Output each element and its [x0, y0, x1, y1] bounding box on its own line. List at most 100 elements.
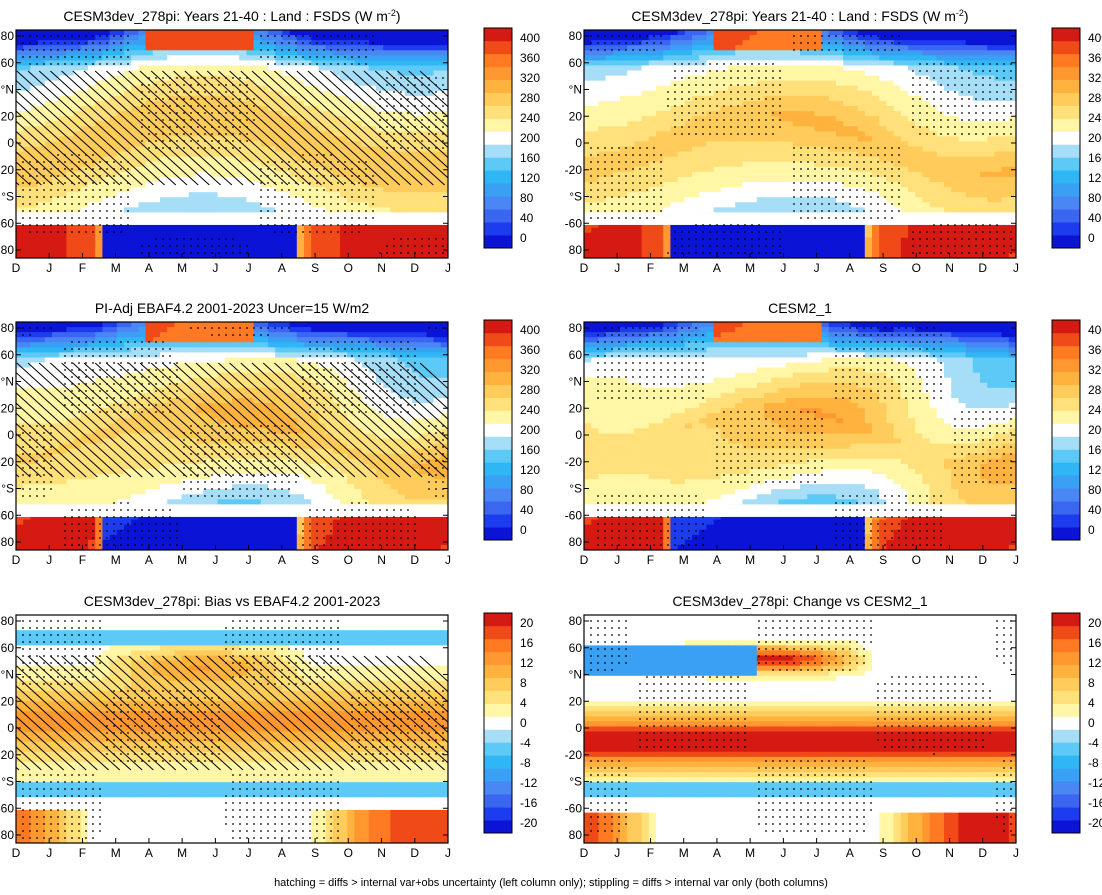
colorbar-swatch — [484, 118, 512, 132]
colorbar-swatch — [484, 196, 512, 210]
hatching — [16, 655, 448, 771]
colorbar-label: 0 — [520, 716, 527, 730]
month-tick-label: D — [580, 846, 589, 860]
colorbar-swatch — [1052, 449, 1080, 463]
month-tick-label: F — [647, 553, 654, 567]
colorbar-label: 40 — [520, 211, 534, 225]
month-tick-label: N — [945, 553, 954, 567]
colorbar-swatch — [1052, 53, 1080, 68]
colorbar-label: 0 — [1088, 716, 1095, 730]
colorbar-label: 8 — [1088, 676, 1095, 690]
missing-data-band — [584, 212, 1016, 225]
month-tick-label: J — [246, 261, 252, 275]
missing-data-band — [584, 504, 1016, 517]
colorbar-label: 320 — [1088, 71, 1102, 85]
lat-tick-label: 80 — [1, 828, 15, 842]
lat-tick-label: °S — [1, 775, 14, 789]
missing-data-band — [584, 797, 1016, 810]
colorbar-swatch — [1052, 157, 1080, 171]
colorbar-swatch — [1052, 755, 1080, 769]
month-tick-label: F — [79, 553, 86, 567]
stippling — [590, 620, 1012, 832]
colorbar-label: 0 — [1088, 231, 1095, 245]
colorbar-label: 280 — [1088, 91, 1102, 105]
colorbar-label: 0 — [520, 231, 527, 245]
colorbar-swatch — [1052, 384, 1080, 398]
colorbar-label: 80 — [1088, 483, 1102, 497]
colorbar-swatch — [1052, 397, 1080, 411]
month-tick-label: M — [745, 553, 755, 567]
colorbar-label: -4 — [1088, 736, 1099, 750]
colorbar-swatch — [1052, 716, 1080, 730]
month-tick-label: J — [614, 261, 620, 275]
colorbar-swatch — [484, 157, 512, 171]
lat-tick-label: -60 — [0, 801, 14, 815]
colorbar-swatch — [484, 423, 512, 437]
colorbar-label: 320 — [520, 363, 540, 377]
figure-footnote: hatching = diffs > internal var+obs unce… — [0, 877, 1102, 889]
lat-tick-label: -60 — [565, 508, 583, 522]
stippling — [22, 620, 444, 839]
colorbar-label: 120 — [1088, 171, 1102, 185]
colorbar-swatch — [1052, 781, 1080, 795]
colorbar-label: 80 — [520, 483, 534, 497]
lat-tick-label: 60 — [1, 348, 15, 362]
colorbar-swatch — [484, 53, 512, 68]
month-tick-label: D — [580, 261, 589, 275]
lat-tick-label: 60 — [1, 641, 15, 655]
lat-tick-label: 0 — [7, 136, 14, 150]
month-tick-label: J — [814, 553, 820, 567]
hatching — [16, 70, 448, 186]
colorbar-swatch — [484, 501, 512, 515]
colorbar-swatch — [1052, 488, 1080, 502]
month-tick-label: A — [278, 846, 286, 860]
colorbar-label: 4 — [520, 696, 527, 710]
colorbar-swatch — [1052, 613, 1080, 627]
month-tick-label: M — [177, 261, 187, 275]
month-tick-label: D — [978, 261, 987, 275]
heatmap-panel-5: CESM3dev_278pi: Bias vs EBAF4.2 2001-202… — [0, 593, 538, 860]
lat-axis: 80 60 °N 20 0 -20 °S -60 80 — [0, 29, 448, 257]
lat-tick-label: -20 — [565, 748, 583, 762]
colorbar-swatch — [484, 488, 512, 502]
month-tick-label: J — [246, 846, 252, 860]
lat-tick-label: 80 — [569, 321, 583, 335]
colorbar-label: 12 — [520, 656, 534, 670]
lat-tick-label: 80 — [569, 828, 583, 842]
lat-tick-label: 0 — [575, 136, 582, 150]
colorbar-swatch — [1052, 807, 1080, 821]
month-tick-label: S — [311, 846, 319, 860]
heatmap-panel-1: CESM3dev_278pi: Years 21-40 : Land : FSD… — [0, 8, 540, 275]
month-tick-label: M — [679, 553, 689, 567]
colorbar-swatch — [1052, 514, 1080, 528]
colorbar-label: 400 — [520, 31, 540, 45]
colorbar-swatch — [1052, 345, 1080, 360]
heatmap-cells — [16, 322, 448, 550]
month-tick-label: J — [1013, 553, 1019, 567]
colorbar-swatch — [484, 79, 512, 93]
colorbar-label: 200 — [520, 131, 540, 145]
colorbar-label: 160 — [520, 151, 540, 165]
month-tick-label: J — [46, 846, 52, 860]
colorbar-label: 240 — [1088, 403, 1102, 417]
colorbar-label: 40 — [1088, 211, 1102, 225]
lat-tick-label: °S — [1, 482, 14, 496]
colorbar-swatch — [484, 170, 512, 184]
month-tick-label: M — [745, 846, 755, 860]
lat-tick-label: °N — [569, 668, 582, 682]
month-tick-label: J — [614, 846, 620, 860]
colorbar: 20 16 12 8 4 0 -4 -8 -12 -16 -20 — [1051, 612, 1102, 834]
colorbar-swatch — [484, 768, 512, 782]
heatmap-panel-3: PI-Adj EBAF4.2 2001-2023 Uncer=15 W/m2 80… — [0, 300, 540, 567]
month-tick-label: A — [713, 261, 721, 275]
month-tick-label: A — [846, 846, 854, 860]
colorbar-swatch — [1052, 729, 1080, 743]
colorbar-label: 120 — [520, 463, 540, 477]
lat-tick-label: 0 — [7, 428, 14, 442]
month-tick-label: S — [879, 261, 887, 275]
lat-axis: 80 60 °N 20 0 -20 °S -60 80 — [565, 321, 1016, 549]
heatmap-panel-6: CESM3dev_278pi: Change vs CESM2_18060°N2… — [565, 593, 1102, 860]
colorbar-label: 240 — [520, 403, 540, 417]
colorbar-label: -12 — [1088, 776, 1102, 790]
